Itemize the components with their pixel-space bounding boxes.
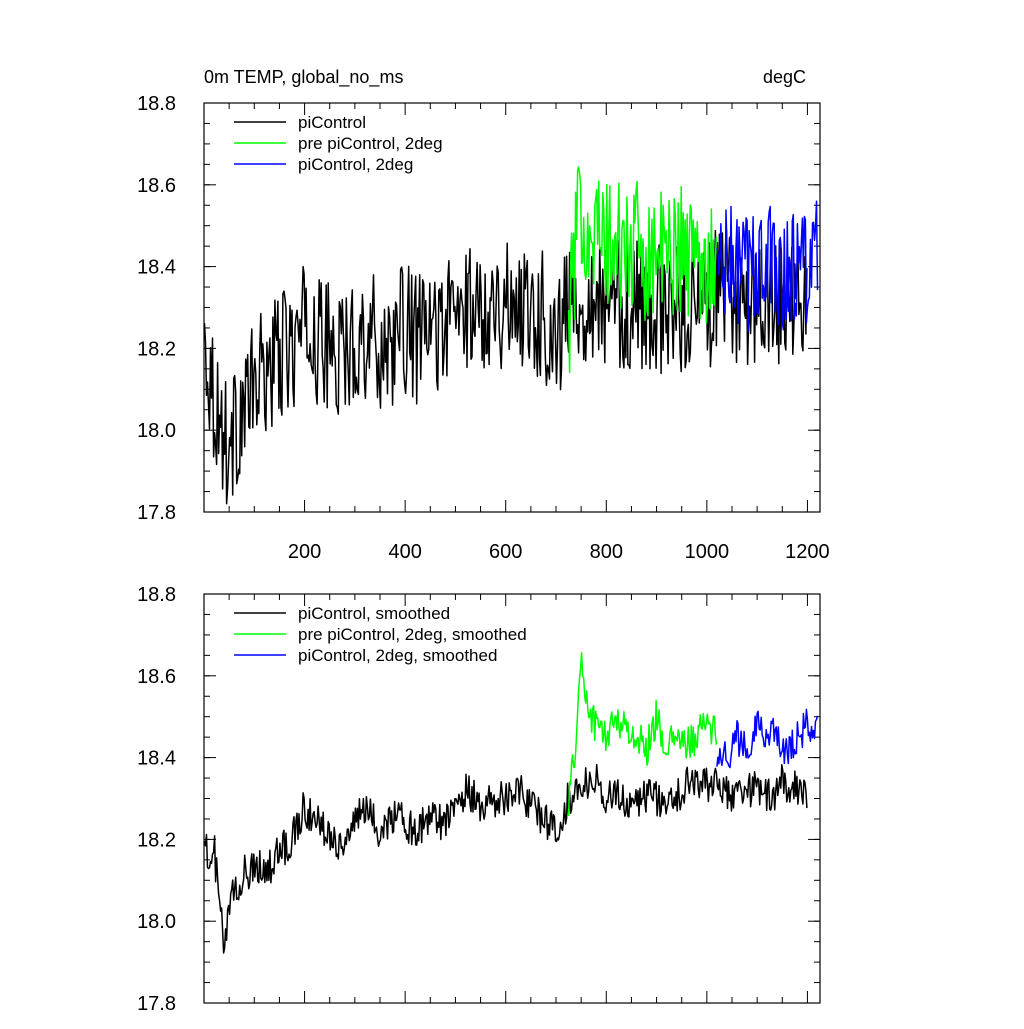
chart2-ytick-label: 18.6 (137, 666, 176, 688)
chart2-series-line-3 (716, 708, 819, 769)
chart1-legend-label-1: piControl (298, 113, 366, 132)
chart1-legend-label-3: piControl, 2deg (298, 155, 413, 174)
chart1-ytick-label: 18.0 (137, 420, 176, 442)
chart1-series-line-1 (203, 229, 808, 505)
chart2-series-line-1 (203, 763, 808, 954)
chart1-title: 0m TEMP, global_no_ms (204, 67, 403, 88)
chart2-ytick-label: 18.0 (137, 911, 176, 933)
chart1-xtick-label: 200 (288, 541, 321, 563)
chart1-ytick-label: 18.6 (137, 175, 176, 197)
chart1-series-line-2 (567, 166, 718, 374)
chart1-ytick-label: 18.2 (137, 338, 176, 360)
chart1-ytick-label: 18.4 (137, 257, 176, 279)
chart2-ytick-label: 18.2 (137, 829, 176, 851)
chart2-legend-label-3: piControl, 2deg, smoothed (298, 646, 497, 665)
chart2-ytick-label: 18.8 (137, 584, 176, 606)
chart1-series-line-3 (716, 200, 819, 333)
chart2-ytick-label: 18.4 (137, 748, 176, 770)
chart1-ytick-label: 18.8 (137, 93, 176, 115)
chart2-ytick-label: 17.8 (137, 993, 176, 1015)
chart1-xtick-label: 400 (388, 541, 421, 563)
chart1-units: degC (763, 67, 806, 87)
chart2-legend-label-1: piControl, smoothed (298, 604, 450, 623)
chart1-ytick-label: 17.8 (137, 502, 176, 524)
chart1-xtick-label: 600 (489, 541, 522, 563)
chart1-xtick-label: 800 (590, 541, 623, 563)
chart1-legend-label-2: pre piControl, 2deg (298, 134, 443, 153)
chart1-xtick-label: 1000 (685, 541, 730, 563)
chart2-legend-label-2: pre piControl, 2deg, smoothed (298, 625, 527, 644)
chart2-series-line-2 (567, 651, 718, 817)
chart1-xtick-label: 1200 (785, 541, 830, 563)
